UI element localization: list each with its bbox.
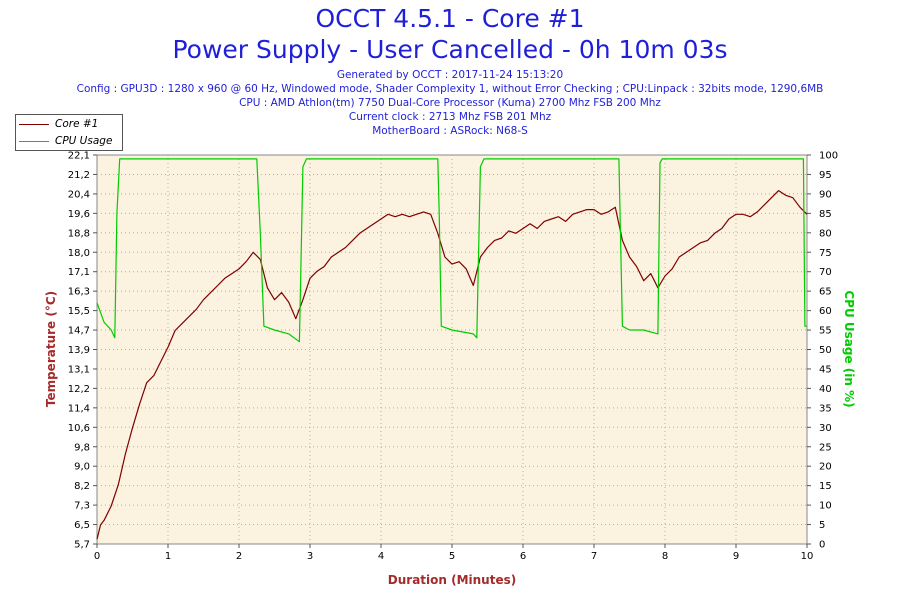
x-tick-label: 2 (236, 551, 242, 562)
series-line-core (96, 190, 808, 540)
clock-info: Current clock : 2713 Mhz FSB 201 Mhz (348, 111, 552, 123)
x-tick-label: 0 (94, 551, 100, 562)
x-axis-ticks: 0 1 2 3 4 5 6 7 8 9 10 (94, 544, 814, 562)
y-axis-label: Temperature (°C) (44, 291, 58, 407)
x-tick-label: 4 (378, 551, 384, 562)
chart-subtitle: Power Supply - User Cancelled - 0h 10m 0… (172, 35, 728, 64)
generated-info: Generated by OCCT : 2017-11-24 15:13:20 (336, 69, 564, 81)
grid-lines (97, 155, 807, 544)
y-tick-label: 21,2 (68, 170, 90, 181)
y2-tick-label: 40 (819, 384, 832, 395)
y-tick-label: 10,6 (68, 423, 90, 434)
y-tick-label: 11,4 (68, 403, 90, 414)
y2-tick-label: 30 (819, 423, 832, 434)
y2-axis-label: CPU Usage (in %) (842, 290, 856, 407)
y-tick-label: 16,3 (68, 287, 90, 298)
y-tick-label: 8,2 (74, 481, 90, 492)
y-tick-label: 12,2 (68, 384, 90, 395)
y2-tick-label: 90 (819, 189, 832, 200)
y2-tick-label: 5 (819, 520, 825, 531)
motherboard-info: MotherBoard : ASRock: N68-S (372, 125, 528, 137)
y-tick-label: 9,8 (74, 442, 90, 453)
y2-tick-label: 50 (819, 345, 832, 356)
y2-tick-label: 85 (819, 209, 832, 220)
legend-label-cpu-usage: CPU Usage (55, 135, 113, 147)
x-tick-label: 3 (307, 551, 313, 562)
x-tick-label: 5 (449, 551, 455, 562)
y-tick-label: 18,8 (68, 228, 90, 239)
y-tick-label: 15,5 (68, 306, 90, 317)
y-tick-label: 6,5 (74, 520, 90, 531)
x-axis-label: Duration (Minutes) (388, 573, 516, 587)
x-tick-label: 10 (801, 551, 814, 562)
y2-tick-label: 80 (819, 228, 832, 239)
y2-tick-label: 25 (819, 442, 832, 453)
x-tick-label: 6 (520, 551, 526, 562)
y2-tick-label: 20 (819, 462, 832, 473)
legend-item-core: Core #1 (19, 116, 98, 132)
y-tick-label: 14,7 (68, 326, 90, 337)
y2-tick-label: 65 (819, 287, 832, 298)
plot-area (96, 154, 808, 545)
y2-tick-label: 10 (819, 501, 832, 512)
y2-tick-label: 75 (819, 248, 832, 259)
y2-tick-label: 35 (819, 403, 832, 414)
series-group (96, 158, 808, 540)
x-tick-label: 9 (733, 551, 739, 562)
x-tick-label: 7 (591, 551, 597, 562)
y-tick-label: 7,3 (74, 501, 90, 512)
y2-tick-label: 0 (819, 540, 825, 551)
y2-tick-label: 95 (819, 170, 832, 181)
y2-tick-label: 60 (819, 306, 832, 317)
y2-tick-label: 15 (819, 481, 832, 492)
y-tick-label: 17,1 (68, 267, 90, 278)
y-tick-label: 22,1 (68, 151, 90, 162)
y-tick-label: 13,9 (68, 345, 90, 356)
legend-label-core: Core #1 (55, 118, 99, 130)
legend-swatch-core (19, 123, 49, 125)
x-tick-label: 8 (662, 551, 668, 562)
y2-tick-label: 70 (819, 267, 832, 278)
legend-item-cpu-usage: CPU Usage (19, 133, 112, 149)
y-tick-label: 13,1 (68, 364, 90, 375)
legend: Core #1 CPU Usage (15, 114, 123, 151)
y-tick-label: 18,0 (68, 248, 90, 259)
cpu-info: CPU : AMD Athlon(tm) 7750 Dual-Core Proc… (239, 97, 661, 109)
series-line-cpu-usage (96, 158, 807, 343)
y2-tick-label: 100 (819, 151, 838, 162)
chart-title: OCCT 4.5.1 - Core #1 (315, 4, 585, 33)
y-tick-label: 19,6 (68, 209, 90, 220)
y2-axis-ticks: 0 5 10 15 20 25 30 35 40 45 50 55 60 65 70 75 80 85 90 95 10… (807, 151, 838, 551)
y-tick-label: 9,0 (74, 462, 90, 473)
legend-swatch-cpu-usage (19, 140, 49, 142)
y-axis-ticks: 5,7 6,5 7,3 8,2 9,0 9,8 10,6 11,4 12,2 13,1 13,9 14… (68, 151, 97, 551)
y2-tick-label: 55 (819, 326, 832, 337)
y-tick-label: 5,7 (74, 540, 90, 551)
y-tick-label: 20,4 (68, 189, 90, 200)
x-tick-label: 1 (165, 551, 171, 562)
config-info: Config : GPU3D : 1280 x 960 @ 60 Hz, Win… (76, 83, 824, 95)
y2-tick-label: 45 (819, 364, 832, 375)
